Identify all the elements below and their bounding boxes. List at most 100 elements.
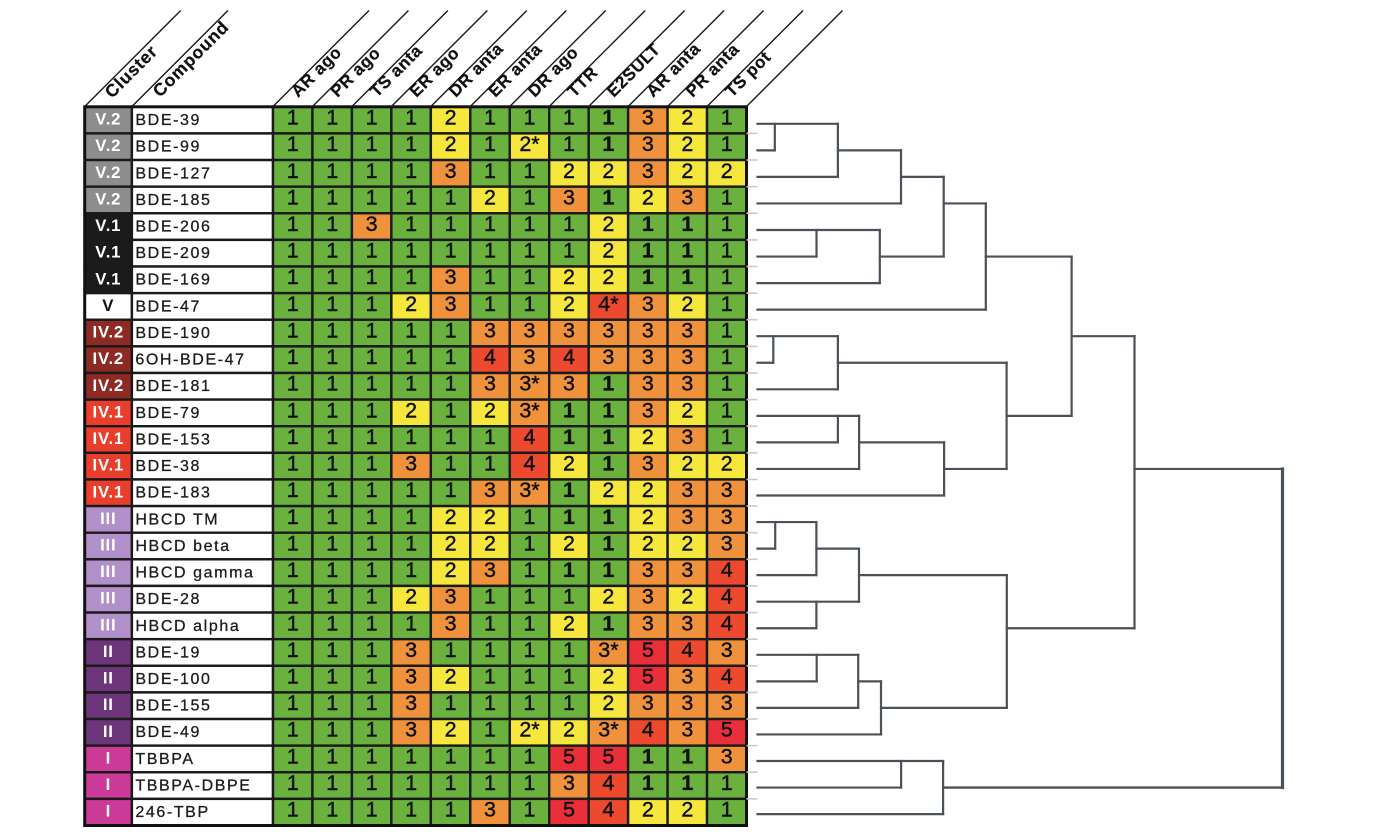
svg-text:3: 3 xyxy=(642,372,654,396)
svg-text:III: III xyxy=(100,562,116,581)
svg-text:1: 1 xyxy=(602,505,614,529)
svg-text:1: 1 xyxy=(326,106,338,130)
svg-text:3: 3 xyxy=(721,691,733,715)
svg-text:1: 1 xyxy=(721,185,733,209)
svg-text:1: 1 xyxy=(405,744,417,768)
svg-text:1: 1 xyxy=(563,239,575,263)
svg-text:1: 1 xyxy=(287,292,299,316)
svg-text:2: 2 xyxy=(563,265,575,289)
svg-text:1: 1 xyxy=(523,106,535,130)
svg-text:IV.2: IV.2 xyxy=(93,376,125,395)
svg-text:1: 1 xyxy=(287,398,299,422)
svg-text:III: III xyxy=(100,536,116,555)
svg-text:BDE-155: BDE-155 xyxy=(135,698,211,715)
svg-text:1: 1 xyxy=(287,159,299,183)
svg-text:IV.1: IV.1 xyxy=(93,402,125,421)
svg-text:1: 1 xyxy=(366,132,378,156)
svg-text:1: 1 xyxy=(445,771,457,795)
svg-text:1: 1 xyxy=(642,239,654,263)
svg-text:3: 3 xyxy=(484,558,496,582)
svg-text:1: 1 xyxy=(523,585,535,609)
svg-text:1: 1 xyxy=(366,345,378,369)
svg-text:2: 2 xyxy=(681,106,693,130)
svg-text:1: 1 xyxy=(602,531,614,555)
svg-text:V: V xyxy=(102,296,114,315)
svg-text:4: 4 xyxy=(721,611,733,635)
svg-text:3: 3 xyxy=(445,292,457,316)
svg-text:3: 3 xyxy=(602,318,614,342)
svg-text:BDE-38: BDE-38 xyxy=(135,458,201,475)
svg-text:V.1: V.1 xyxy=(95,216,121,235)
svg-text:III: III xyxy=(100,615,116,634)
svg-text:1: 1 xyxy=(366,585,378,609)
svg-text:BDE-183: BDE-183 xyxy=(135,485,211,502)
svg-text:1: 1 xyxy=(523,798,535,822)
svg-text:1: 1 xyxy=(602,452,614,476)
svg-text:1: 1 xyxy=(326,159,338,183)
svg-text:1: 1 xyxy=(326,665,338,689)
svg-text:1: 1 xyxy=(405,611,417,635)
svg-text:1: 1 xyxy=(523,744,535,768)
svg-text:1: 1 xyxy=(721,425,733,449)
svg-text:2: 2 xyxy=(445,558,457,582)
svg-text:3: 3 xyxy=(366,212,378,236)
svg-text:1: 1 xyxy=(484,744,496,768)
svg-text:2: 2 xyxy=(681,292,693,316)
svg-text:1: 1 xyxy=(405,106,417,130)
svg-text:1: 1 xyxy=(366,398,378,422)
svg-text:1: 1 xyxy=(405,531,417,555)
svg-text:1: 1 xyxy=(287,318,299,342)
svg-text:2: 2 xyxy=(563,159,575,183)
svg-text:3: 3 xyxy=(484,798,496,822)
svg-text:2: 2 xyxy=(642,505,654,529)
svg-text:2: 2 xyxy=(563,611,575,635)
svg-text:V.2: V.2 xyxy=(95,163,121,182)
svg-text:3: 3 xyxy=(681,505,693,529)
svg-text:1: 1 xyxy=(602,398,614,422)
svg-text:2: 2 xyxy=(681,132,693,156)
svg-text:3: 3 xyxy=(642,452,654,476)
svg-text:1: 1 xyxy=(366,185,378,209)
svg-text:BDE-209: BDE-209 xyxy=(135,245,211,262)
svg-text:3: 3 xyxy=(642,398,654,422)
svg-text:3: 3 xyxy=(405,691,417,715)
svg-text:1: 1 xyxy=(326,425,338,449)
svg-text:1: 1 xyxy=(405,132,417,156)
svg-text:1: 1 xyxy=(326,318,338,342)
svg-text:BDE-169: BDE-169 xyxy=(135,272,211,289)
svg-text:II: II xyxy=(103,642,114,661)
svg-text:2: 2 xyxy=(642,478,654,502)
svg-text:3: 3 xyxy=(642,558,654,582)
svg-text:1: 1 xyxy=(484,212,496,236)
svg-text:1: 1 xyxy=(681,744,693,768)
svg-text:1: 1 xyxy=(642,744,654,768)
svg-text:2*: 2* xyxy=(519,718,540,742)
svg-text:1: 1 xyxy=(445,452,457,476)
svg-text:1: 1 xyxy=(287,638,299,662)
svg-text:1: 1 xyxy=(484,265,496,289)
svg-text:2*: 2* xyxy=(519,132,540,156)
svg-text:1: 1 xyxy=(445,798,457,822)
svg-text:2: 2 xyxy=(563,718,575,742)
svg-text:2: 2 xyxy=(445,665,457,689)
svg-text:1: 1 xyxy=(445,372,457,396)
svg-text:5: 5 xyxy=(642,665,654,689)
svg-text:1: 1 xyxy=(326,718,338,742)
svg-text:1: 1 xyxy=(642,265,654,289)
svg-text:2: 2 xyxy=(602,691,614,715)
svg-text:1: 1 xyxy=(287,665,299,689)
svg-text:3: 3 xyxy=(642,318,654,342)
svg-text:1: 1 xyxy=(366,159,378,183)
svg-text:V.1: V.1 xyxy=(95,243,121,262)
svg-text:1: 1 xyxy=(484,425,496,449)
svg-text:3: 3 xyxy=(642,691,654,715)
svg-text:1: 1 xyxy=(287,185,299,209)
svg-text:4*: 4* xyxy=(598,292,619,316)
svg-text:1: 1 xyxy=(602,106,614,130)
svg-text:1: 1 xyxy=(326,372,338,396)
svg-text:2: 2 xyxy=(563,452,575,476)
svg-text:1: 1 xyxy=(721,239,733,263)
svg-text:2: 2 xyxy=(405,292,417,316)
svg-text:1: 1 xyxy=(405,318,417,342)
svg-text:1: 1 xyxy=(287,106,299,130)
